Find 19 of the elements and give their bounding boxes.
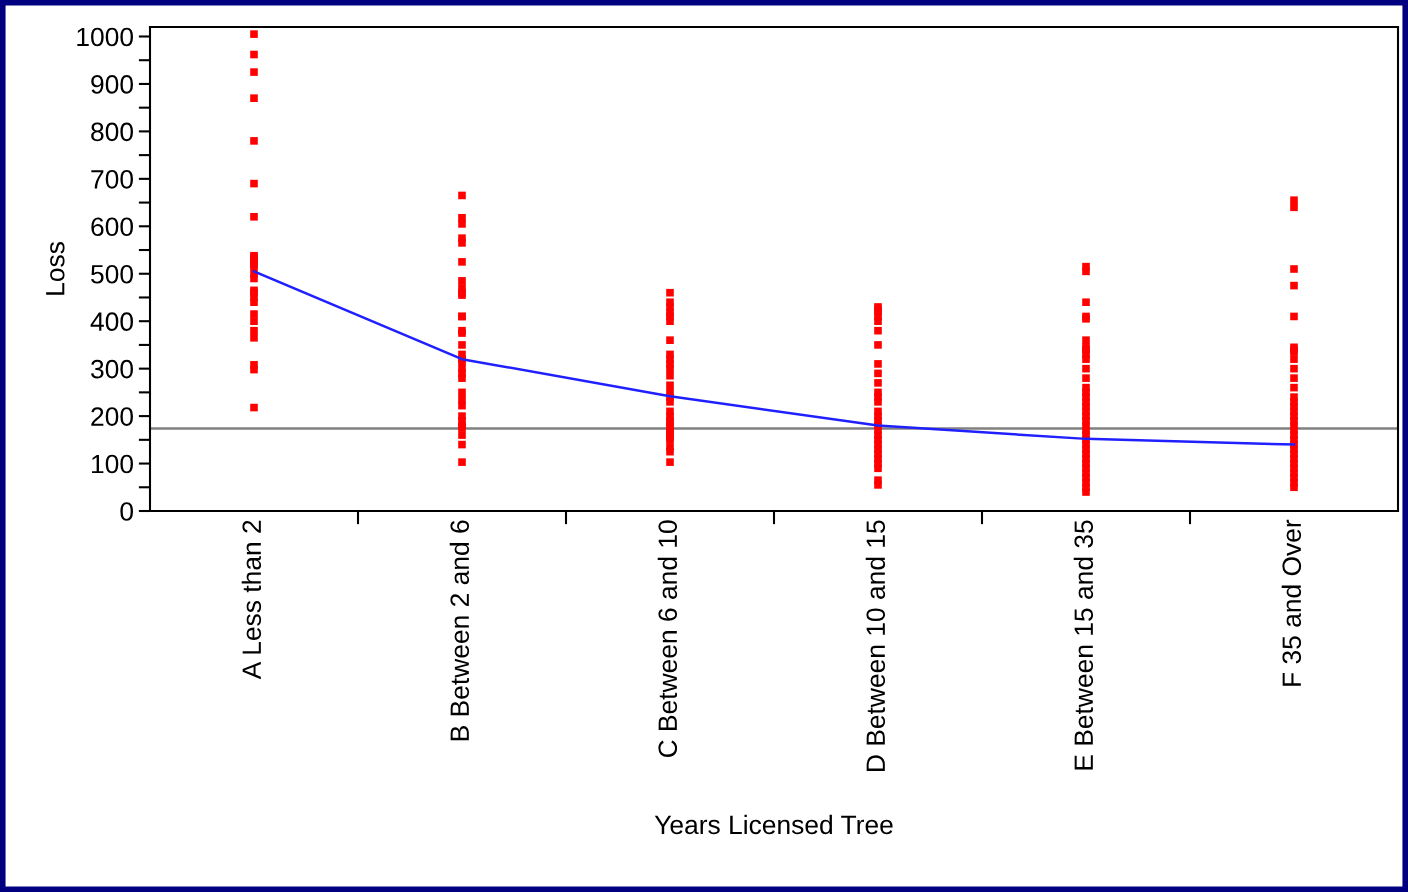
y-tick-label: 400 <box>90 312 133 332</box>
y-tick-label: 600 <box>91 217 133 237</box>
y-tick-label: 300 <box>91 359 133 379</box>
y-tick-label: 1000 <box>77 27 133 47</box>
x-tick-label: C Between 6 and 10 <box>657 520 678 758</box>
y-tick-label: 500 <box>91 264 133 284</box>
x-tick-label: E Between 15 and 35 <box>1073 520 1094 770</box>
x-axis-title: Years Licensed Tree <box>654 814 893 835</box>
y-tick-label: 700 <box>91 169 133 189</box>
y-tick-label: 200 <box>91 407 133 426</box>
y-tick-label: 100 <box>92 454 133 474</box>
y-tick-label: 0 <box>120 502 133 521</box>
x-tick-label: B Between 2 and 6 <box>449 520 470 741</box>
x-tick-label: D Between 10 and 15 <box>865 520 886 771</box>
y-axis-title: Loss <box>46 242 65 295</box>
y-tick-label: 800 <box>91 122 133 142</box>
x-tick-label: A Less than 2 <box>241 520 262 680</box>
x-tick-label: F 35 and Over <box>1281 519 1302 686</box>
y-tick-label: 900 <box>91 75 133 94</box>
